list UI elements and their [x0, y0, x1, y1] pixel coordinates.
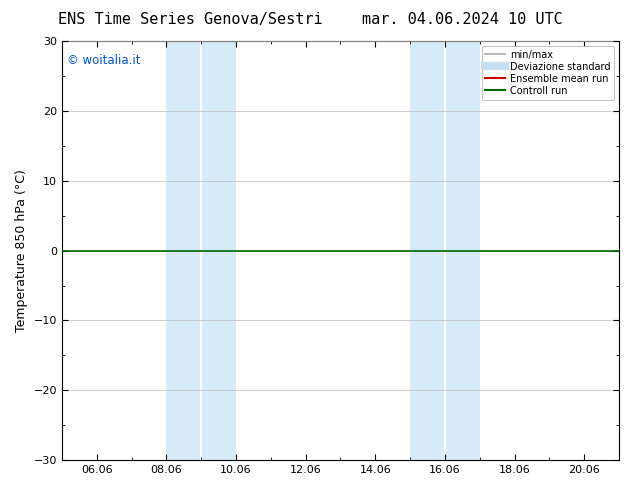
Legend: min/max, Deviazione standard, Ensemble mean run, Controll run: min/max, Deviazione standard, Ensemble m…: [482, 46, 614, 99]
Text: © woitalia.it: © woitalia.it: [67, 53, 141, 67]
Bar: [166, 41, 201, 460]
Bar: [445, 41, 480, 460]
Bar: [410, 41, 445, 460]
Text: ENS Time Series Genova/Sestri: ENS Time Series Genova/Sestri: [58, 12, 323, 27]
Y-axis label: Temperature 850 hPa (°C): Temperature 850 hPa (°C): [15, 169, 28, 332]
Bar: [201, 41, 236, 460]
Text: mar. 04.06.2024 10 UTC: mar. 04.06.2024 10 UTC: [363, 12, 563, 27]
